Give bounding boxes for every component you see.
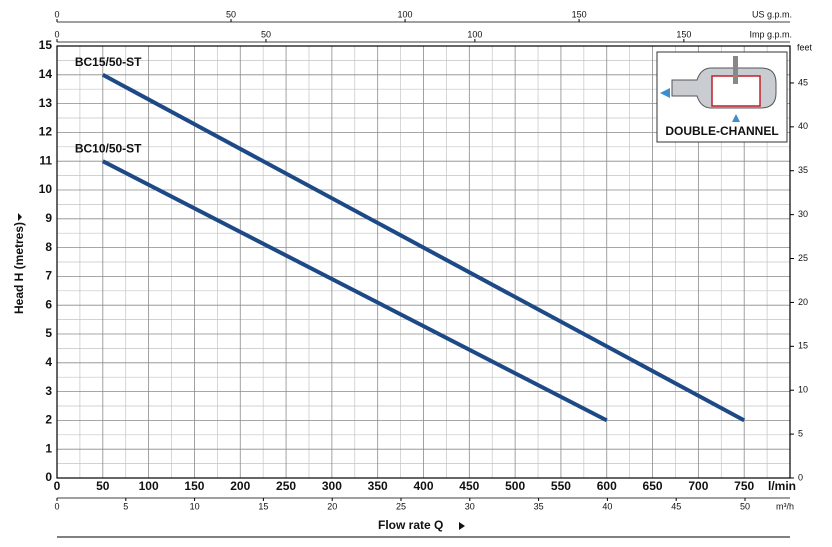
y2-tick-label: 5: [798, 428, 803, 438]
secondary-unit: Imp g.p.m.: [749, 29, 792, 39]
y2-tick-label: 20: [798, 297, 808, 307]
y-tick-label: 0: [45, 470, 52, 484]
y2-unit: feet: [797, 42, 813, 52]
y-tick-label: 13: [39, 96, 53, 110]
y-tick-label: 14: [39, 67, 53, 81]
y-tick-label: 3: [45, 384, 52, 398]
x-tick-label: 750: [734, 479, 754, 493]
series-label: BC10/50-ST: [75, 141, 142, 155]
series-label: BC15/50-ST: [75, 55, 142, 69]
secondary-tick-label: 50: [740, 501, 750, 511]
curve: [101, 73, 746, 423]
x-axis-label: Flow rate Q: [378, 518, 443, 532]
x-tick-label: 600: [597, 479, 617, 493]
inlet-arrow: [732, 114, 740, 122]
x-unit: l/min: [768, 479, 796, 493]
x-tick-label: 0: [54, 479, 61, 493]
y-tick-label: 7: [45, 269, 52, 283]
y2-tick-label: 0: [798, 472, 803, 482]
x-tick-label: 300: [322, 479, 342, 493]
x-tick-label: 150: [184, 479, 204, 493]
x-tick-label: 50: [96, 479, 110, 493]
y-tick-label: 6: [45, 297, 52, 311]
x-tick-label: 350: [368, 479, 388, 493]
secondary-tick-label: 40: [602, 501, 612, 511]
plot-frame: [56, 45, 791, 479]
y2-tick-label: 35: [798, 165, 808, 175]
y-tick-label: 5: [45, 326, 52, 340]
secondary-tick-label: 100: [467, 29, 482, 39]
y2-tick-label: 25: [798, 253, 808, 263]
x-tick-label: 400: [413, 479, 433, 493]
inset: DOUBLE-CHANNEL: [656, 51, 788, 143]
x-arrow: [459, 522, 465, 530]
x-tick-label: 250: [276, 479, 296, 493]
y2-tick-label: 15: [798, 341, 808, 351]
secondary-tick-label: 150: [572, 9, 587, 19]
y-tick-label: 4: [45, 355, 52, 369]
x-tick-label: 450: [459, 479, 479, 493]
y-tick-label: 8: [45, 240, 52, 254]
secondary-unit: US g.p.m.: [752, 9, 792, 19]
y-tick-label: 1: [45, 441, 52, 455]
shaft: [733, 56, 738, 84]
y-tick-label: 10: [39, 182, 53, 196]
secondary-tick-label: 0: [54, 29, 59, 39]
y2-tick-label: 45: [798, 77, 808, 87]
y-tick-label: 15: [39, 38, 53, 52]
secondary-unit: m³/h: [776, 501, 794, 511]
secondary-tick-label: 30: [465, 501, 475, 511]
secondary-tick-label: 15: [258, 501, 268, 511]
secondary-tick-label: 20: [327, 501, 337, 511]
secondary-tick-label: 100: [398, 9, 413, 19]
y-tick-label: 11: [39, 153, 52, 167]
y-tick-label: 12: [39, 125, 53, 139]
secondary-tick-label: 10: [190, 501, 200, 511]
x-tick-label: 100: [139, 479, 159, 493]
secondary-tick-label: 5: [123, 501, 128, 511]
secondary-tick-label: 25: [396, 501, 406, 511]
x-tick-label: 550: [551, 479, 571, 493]
x-tick-label: 650: [643, 479, 663, 493]
x-tick-label: 700: [688, 479, 708, 493]
secondary-tick-label: 0: [54, 501, 59, 511]
x-tick-label: 200: [230, 479, 250, 493]
outlet-arrow: [660, 88, 670, 98]
y-arrow: [18, 213, 22, 221]
curve: [101, 159, 608, 423]
secondary-tick-label: 50: [261, 29, 271, 39]
secondary-tick-label: 150: [676, 29, 691, 39]
y-axis-label: Head H (metres): [12, 222, 26, 314]
y2-tick-label: 30: [798, 209, 808, 219]
secondary-tick-label: 0: [54, 9, 59, 19]
y2-tick-label: 10: [798, 385, 808, 395]
secondary-tick-label: 50: [226, 9, 236, 19]
secondary-tick-label: 35: [534, 501, 544, 511]
x-tick-label: 500: [505, 479, 525, 493]
secondary-tick-label: 45: [671, 501, 681, 511]
inset-label: DOUBLE-CHANNEL: [665, 124, 778, 138]
y2-tick-label: 40: [798, 121, 808, 131]
y-tick-label: 9: [45, 211, 52, 225]
y-tick-label: 2: [45, 413, 52, 427]
grid: [56, 45, 790, 479]
